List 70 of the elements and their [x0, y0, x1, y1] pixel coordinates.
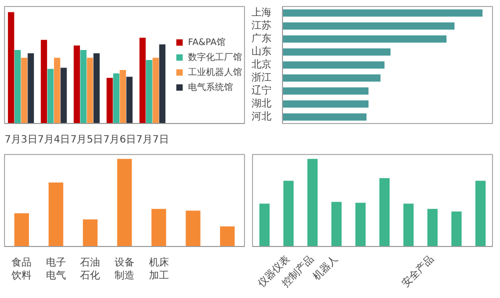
- x-tick-label: 设备制造: [114, 256, 134, 282]
- y-tick-label: 上海: [252, 6, 272, 18]
- x-tick-label: 食品饮料: [10, 256, 32, 282]
- bar: [48, 182, 64, 246]
- bar: [282, 61, 384, 69]
- bar: [282, 35, 446, 43]
- bar: [151, 208, 166, 246]
- bar: [74, 46, 80, 124]
- bar: [186, 210, 200, 246]
- bar: [93, 53, 100, 124]
- bar: [86, 58, 94, 124]
- x-tick-label: 机床加工: [148, 256, 169, 282]
- bar: [21, 58, 28, 124]
- bar: [282, 22, 454, 30]
- bar: [14, 50, 21, 124]
- legend-label: 数字化工厂馆: [188, 52, 242, 64]
- bar: [82, 219, 98, 246]
- bar: [120, 70, 126, 124]
- y-tick-label: 河北: [252, 110, 272, 122]
- y-tick-label: 辽宁: [252, 84, 272, 96]
- legend-label: 电气系统馆: [188, 82, 233, 94]
- legend-label: 工业机器人馆: [188, 66, 242, 78]
- x-tick-label: 安全产品: [400, 252, 436, 290]
- bar: [282, 113, 366, 121]
- bar: [14, 213, 29, 246]
- bar: [451, 211, 462, 246]
- bar: [47, 68, 54, 124]
- y-tick-label: 浙江: [252, 72, 272, 84]
- bar: [8, 12, 14, 124]
- x-tick-label: 7月6日: [103, 134, 136, 146]
- y-tick-label: 江苏: [252, 20, 272, 32]
- bar: [60, 68, 67, 124]
- bar: [403, 204, 414, 246]
- bar: [282, 100, 368, 108]
- y-tick-label: 湖北: [252, 98, 272, 110]
- x-tick-label: 电子电气: [46, 256, 66, 282]
- x-tick-label: 7月3日: [4, 134, 38, 146]
- bar: [282, 9, 482, 17]
- bar: [80, 50, 87, 124]
- bar: [379, 178, 390, 246]
- bar: [355, 202, 366, 246]
- bar: [427, 208, 438, 246]
- bar: [152, 58, 159, 124]
- bar: [307, 158, 318, 246]
- bar: [139, 38, 146, 124]
- bar: [159, 44, 166, 124]
- x-tick-label: 7月4日: [37, 134, 70, 146]
- bar: [117, 158, 132, 246]
- y-tick-label: 广东: [252, 32, 272, 44]
- y-tick-label: 北京: [252, 58, 272, 70]
- bar: [40, 40, 48, 124]
- x-tick-label: 7月7日: [136, 134, 169, 146]
- bar: [113, 73, 120, 124]
- bar: [282, 48, 390, 56]
- x-tick-label: 石油石化: [80, 256, 100, 282]
- bar: [126, 76, 133, 124]
- bar: [220, 226, 235, 246]
- bar: [475, 180, 486, 246]
- bar: [146, 60, 152, 124]
- bar: [106, 78, 113, 124]
- bar: [282, 87, 368, 95]
- x-tick-label: 7月5日: [70, 134, 104, 146]
- bar: [282, 74, 380, 82]
- bar: [54, 58, 60, 124]
- y-tick-label: 山东: [252, 46, 272, 58]
- bar: [259, 204, 270, 246]
- bar: [331, 202, 342, 246]
- bar: [28, 53, 34, 124]
- bar: [283, 180, 294, 246]
- legend-label: FA&PA馆: [188, 36, 226, 48]
